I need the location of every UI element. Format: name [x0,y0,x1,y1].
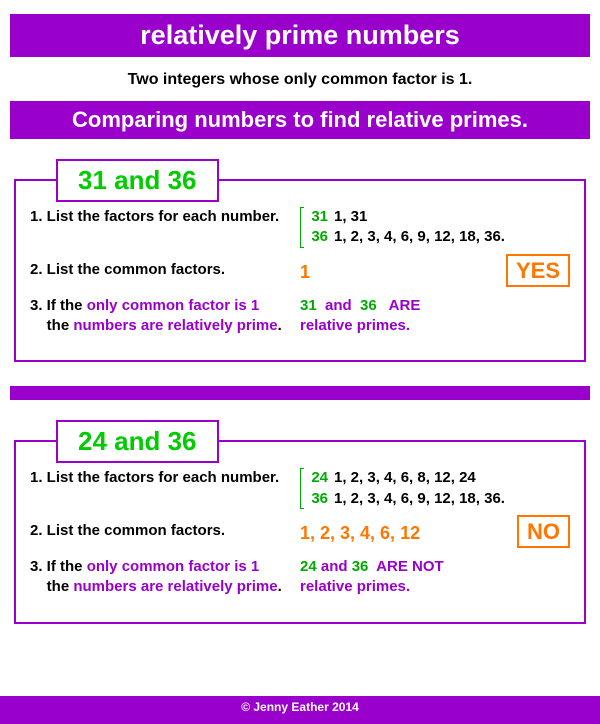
example-box-1: 31 and 36 1. List the factors for each n… [14,179,586,362]
s3e2: . [278,578,282,595]
s3b2: only common factor is 1 [87,558,260,575]
step2-label: 2. List the common factors. [30,260,300,280]
example1-factors: 31 1, 31 36 1, 2, 3, 4, 6, 9, 12, 18, 36… [300,207,570,248]
example1-heading: 31 and 36 [56,159,219,202]
n2-factors: 1, 2, 3, 4, 6, 9, 12, 18, 36. [334,227,505,247]
verdict-badge-1: YES [506,254,570,288]
s3c: the [30,317,73,334]
step2-label-2: 2. List the common factors. [30,521,300,541]
example1-result: 31 and 36 ARE relative primes. [300,296,570,337]
step1-row-2: 1. List the factors for each number. 24 … [30,468,570,509]
s3d: numbers are relatively prime [73,317,277,334]
r1n1: 31 [300,297,317,314]
r2are: ARE NOT [368,558,443,575]
s3a2: 3. If the [30,558,87,575]
r1and: and [317,297,360,314]
s3e: . [278,317,282,334]
verdict-badge-2: NO [517,515,570,549]
common-factors-1: 1 [300,262,310,282]
step3-label-2: 3. If the only common factor is 1 the nu… [30,557,300,598]
example2-result: 24 and 36 ARE NOT relative primes. [300,557,570,598]
subtitle-bar: Comparing numbers to find relative prime… [10,101,590,139]
bracket-icon-2 [300,468,304,509]
r2n1: 24 [300,558,317,575]
r1line2: relative primes. [300,317,410,334]
common-factors-2: 1, 2, 3, 4, 6, 12 [300,523,420,543]
n2-factors-2: 1, 2, 3, 4, 6, 9, 12, 18, 36. [334,489,505,509]
example-box-2: 24 and 36 1. List the factors for each n… [14,440,586,623]
s3a: 3. If the [30,297,87,314]
r2and: and [317,558,352,575]
step1-label-2: 1. List the factors for each number. [30,468,300,488]
step1-label: 1. List the factors for each number. [30,207,300,227]
step1-row: 1. List the factors for each number. 31 … [30,207,570,248]
s3b: only common factor is 1 [87,297,260,314]
step3-label: 3. If the only common factor is 1 the nu… [30,296,300,337]
step2-row-2: 2. List the common factors. 1, 2, 3, 4, … [30,521,570,545]
example2-heading: 24 and 36 [56,420,219,463]
divider [10,386,590,400]
n2-label: 36 [306,227,328,247]
n2-label-2: 36 [306,489,328,509]
n1-factors: 1, 31 [334,207,367,227]
definition-text: Two integers whose only common factor is… [0,67,600,101]
example2-factors: 24 1, 2, 3, 4, 6, 8, 12, 24 36 1, 2, 3, … [300,468,570,509]
r2n2: 36 [352,558,369,575]
step3-row: 3. If the only common factor is 1 the nu… [30,296,570,337]
step3-row-2: 3. If the only common factor is 1 the nu… [30,557,570,598]
s3d2: numbers are relatively prime [73,578,277,595]
n1-label-2: 24 [306,468,328,488]
title-bar: relatively prime numbers [10,14,590,57]
bracket-icon [300,207,304,248]
n1-factors-2: 1, 2, 3, 4, 6, 8, 12, 24 [334,468,476,488]
footer-copyright: © Jenny Eather 2014 [0,696,600,724]
r1are: ARE [377,297,421,314]
r1n2: 36 [360,297,377,314]
n1-label: 31 [306,207,328,227]
r2line2: relative primes. [300,578,410,595]
example1-common: 1 YES [300,260,570,284]
s3c2: the [30,578,73,595]
example2-common: 1, 2, 3, 4, 6, 12 NO [300,521,570,545]
step2-row: 2. List the common factors. 1 YES [30,260,570,284]
